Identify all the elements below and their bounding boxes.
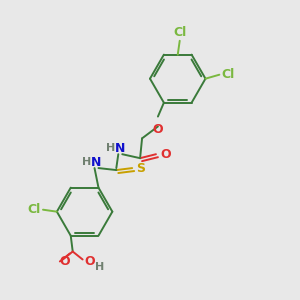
Text: O: O: [160, 148, 170, 161]
Text: Cl: Cl: [173, 26, 186, 39]
Text: O: O: [153, 122, 163, 136]
Text: N: N: [91, 156, 102, 169]
Text: H: H: [106, 143, 115, 153]
Text: Cl: Cl: [221, 68, 235, 81]
Text: S: S: [136, 162, 145, 175]
Text: Cl: Cl: [28, 203, 41, 216]
Text: N: N: [115, 142, 125, 155]
Text: H: H: [82, 157, 91, 167]
Text: O: O: [85, 255, 95, 268]
Text: H: H: [94, 262, 104, 272]
Text: O: O: [59, 255, 70, 268]
